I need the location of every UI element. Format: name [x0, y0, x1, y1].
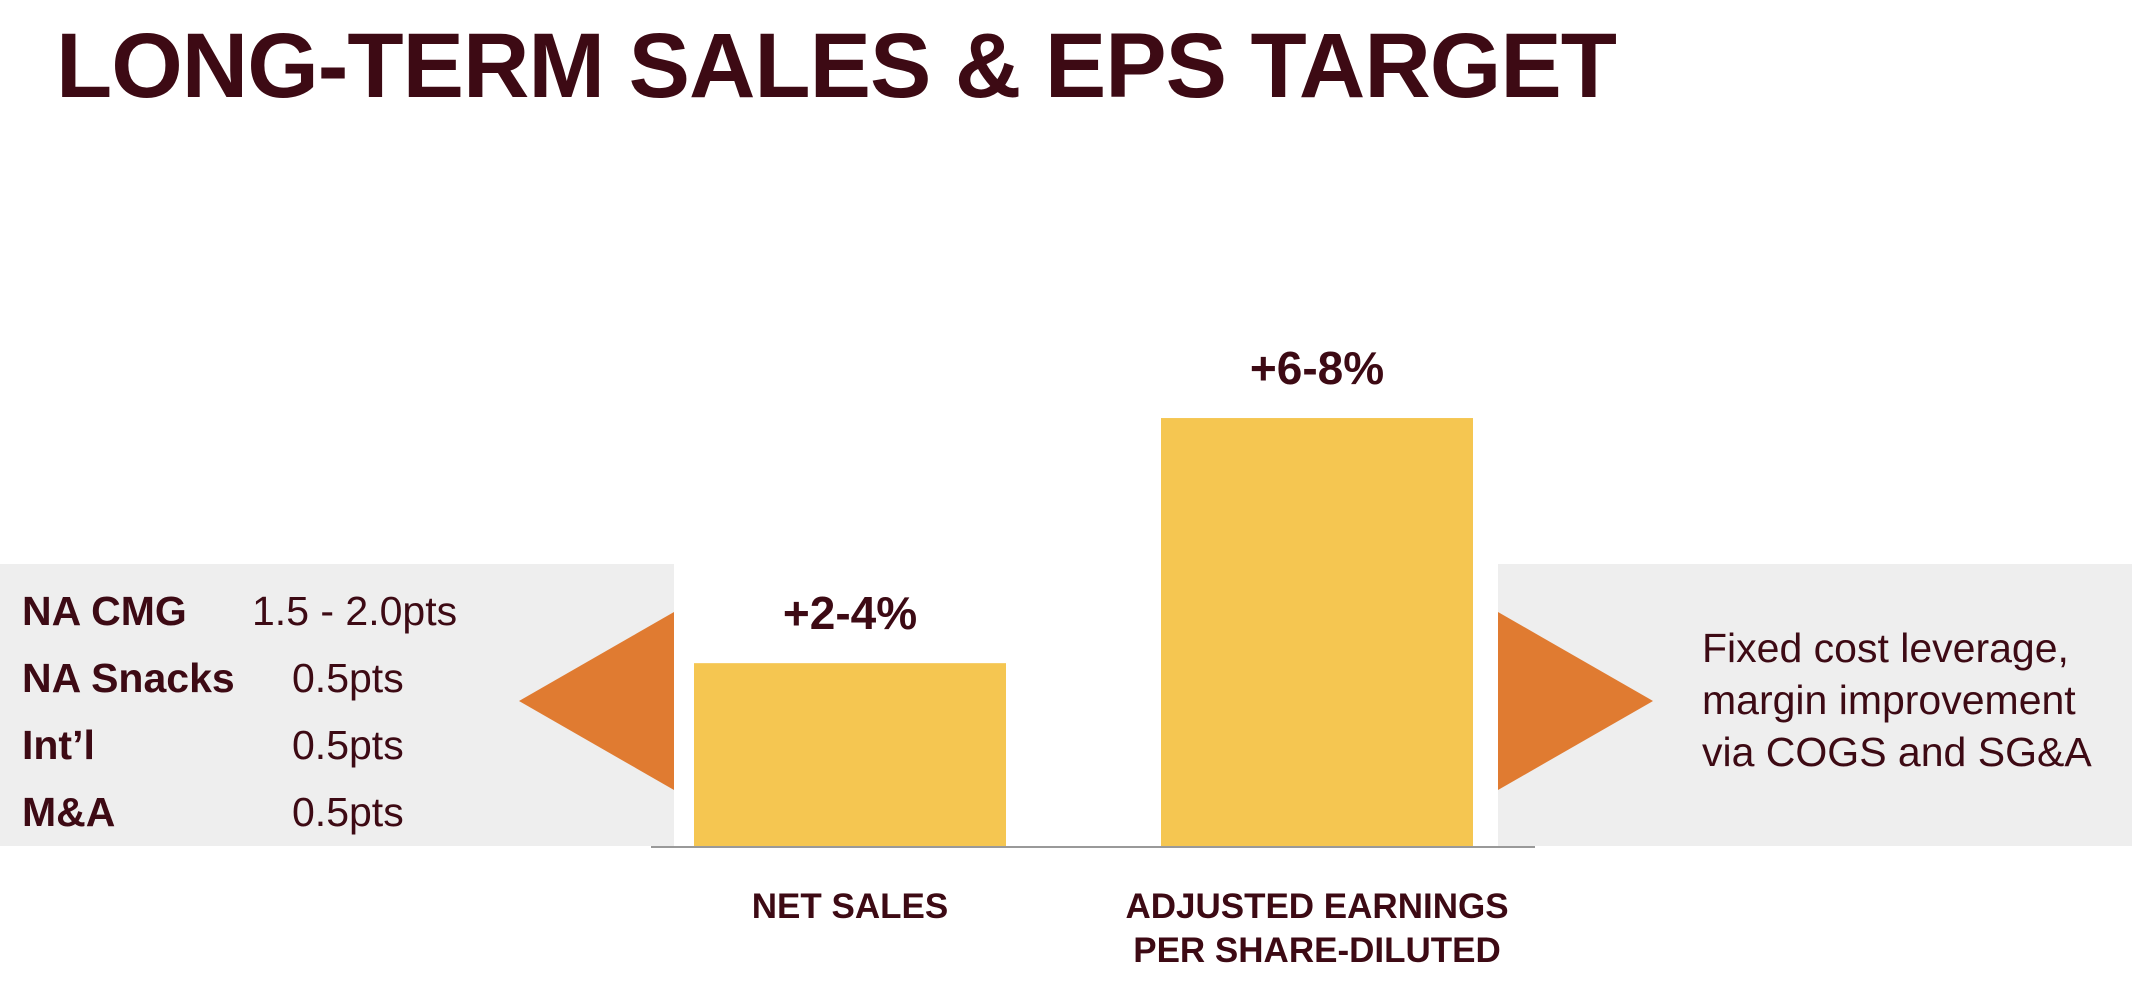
category-label: PER SHARE-DILUTED — [1133, 931, 1501, 970]
driver-name: NA CMG — [22, 588, 187, 634]
driver-name: M&A — [22, 789, 116, 835]
driver-name: NA Snacks — [22, 655, 235, 701]
driver-value: 1.5 - 2.0pts — [252, 588, 458, 634]
bar-net-sales — [694, 663, 1006, 847]
data-label: +2-4% — [783, 587, 917, 639]
data-label: +6-8% — [1250, 342, 1384, 394]
page-title: LONG-TERM SALES & EPS TARGET — [56, 15, 1617, 117]
driver-value: 0.5pts — [292, 655, 404, 701]
sales-driver-table: NA CMG 1.5 - 2.0pts NA Snacks 0.5pts Int… — [22, 578, 457, 846]
eps-note-line: margin improvement — [1702, 677, 2076, 723]
eps-note-line: Fixed cost leverage, — [1702, 625, 2069, 671]
driver-row-na-cmg: NA CMG 1.5 - 2.0pts — [22, 578, 457, 645]
left-arrow-icon — [519, 612, 674, 790]
driver-row-intl: Int’l 0.5pts — [22, 712, 457, 779]
driver-value: 0.5pts — [292, 722, 404, 768]
driver-name: Int’l — [22, 722, 95, 768]
driver-row-ma: M&A 0.5pts — [22, 779, 457, 846]
category-label: NET SALES — [752, 887, 948, 926]
driver-value: 0.5pts — [292, 789, 404, 835]
bar-adjusted-eps — [1161, 418, 1473, 847]
right-arrow-icon — [1498, 612, 1653, 790]
eps-note-line: via COGS and SG&A — [1702, 729, 2092, 775]
driver-row-na-snacks: NA Snacks 0.5pts — [22, 645, 457, 712]
eps-driver-note: Fixed cost leverage, margin improvement … — [1702, 622, 2092, 778]
category-label: ADJUSTED EARNINGS — [1125, 887, 1508, 926]
